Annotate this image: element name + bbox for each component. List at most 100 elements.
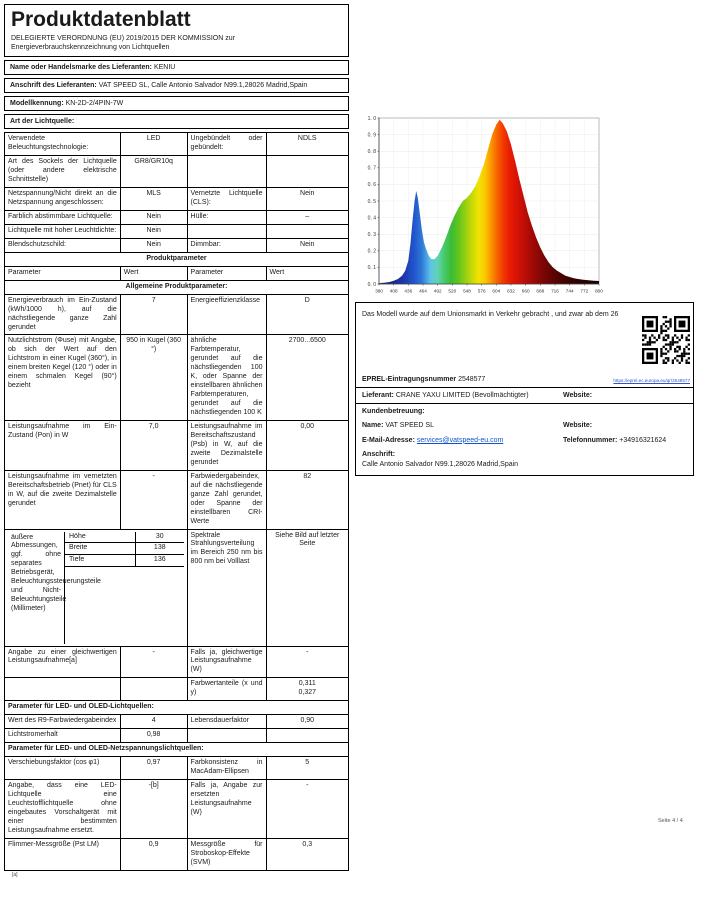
svg-text:408: 408 <box>390 289 398 294</box>
width-label: Breite <box>65 543 136 555</box>
table-row: Verschiebungsfaktor (cos φ1) 0,97 Farbko… <box>4 756 349 780</box>
height-value: 30 <box>155 532 164 540</box>
website-label: Website: <box>563 392 593 400</box>
cell-cap-value: GR8/GR10q <box>119 155 188 189</box>
model-row: Modellkennung: KN-2D-2/4PIN-7W <box>4 96 349 112</box>
cell-empty <box>186 155 267 189</box>
model-label: Modellkennung: <box>10 100 64 108</box>
table-row: Nutzlichtstrom (Φuse) mit Angabe, ob sic… <box>4 334 349 422</box>
cell-cri-label: Farbwiedergabeindex, auf die nächstliege… <box>186 469 267 530</box>
light-source-type-row: Art der Lichtquelle: <box>4 114 349 130</box>
footnote-a: [a] <box>12 871 18 878</box>
cell-cct-label: ähnliche Farbtemperatur, gerundet auf di… <box>186 334 267 422</box>
cell-replacedw-value: - <box>265 779 349 839</box>
svg-text:0. 1: 0. 1 <box>368 265 377 271</box>
cell-replacedw-label: Falls ja, Angabe zur ersetzten Leistungs… <box>186 779 267 839</box>
spectral-distribution-chart: 0. 0 0. 1 0. 2 0. 3 0. 4 0. 5 0. 6 0. 7 0. 8 0. 9… <box>368 116 604 294</box>
cell-flux-label: Nutzlichtstrom (Φuse) mit Angabe, ob sic… <box>4 334 121 422</box>
telefon-label: Telefonnummer: <box>563 436 618 444</box>
light-source-type-label: Art der Lichtquelle: <box>10 118 75 126</box>
cell-svm-value: 0,3 <box>265 837 349 871</box>
dimension-depth-row: Tiefe 136 <box>65 555 184 568</box>
dimension-height-row: Höhe 30 <box>65 531 184 544</box>
svg-text:380: 380 <box>375 289 383 294</box>
cell-cap-label: Art des Sockels der Lichtquelle (oder an… <box>4 155 121 189</box>
svg-text:772: 772 <box>580 289 588 294</box>
section-led-oled: Parameter für LED- und OLED-Lichtquellen… <box>4 700 349 716</box>
email-row: E-Mail-Adresse: services@vatspeed-eu.com… <box>356 433 693 447</box>
svg-text:660: 660 <box>522 289 530 294</box>
supplier-address-value: VAT SPEED SL, Calle Antonio Salvador N99… <box>98 81 308 89</box>
cell-shield-label: Blendschutzschild: <box>4 237 121 253</box>
cell-flux-value: 950 in Kugel (360 °) <box>119 334 188 422</box>
cell-cls-value: Nein <box>265 187 349 211</box>
anschrift-label: Anschrift: <box>362 451 396 459</box>
cell-mains-value: MLS <box>119 187 188 211</box>
cell-pon-label: Leistungsaufnahme im Ein-Zustand (Pon) i… <box>4 420 121 471</box>
cell-psb-label: Leistungsaufnahme im Bereitschaftszustan… <box>186 420 267 471</box>
svg-text:800: 800 <box>595 289 603 294</box>
cell-equivw-label: Falls ja, gleichwertige Leistungsaufnahm… <box>186 645 267 679</box>
lieferant-value: CRANE YAXU LIMITED (Bevollmächtigter) <box>395 392 529 400</box>
cell-chromaticity-label: Farbwertanteile (x und y) <box>186 677 267 702</box>
table-row: Farbwertanteile (x und y) 0,311 0,327 <box>4 677 349 702</box>
cell-beam-value: NDLS <box>265 132 349 157</box>
svg-text:0. 2: 0. 2 <box>368 249 377 255</box>
supplier-address-row: Anschrift des Lieferanten: VAT SPEED SL,… <box>4 77 349 94</box>
svg-text:520: 520 <box>448 289 456 294</box>
col-header-wert-1: Wert <box>119 265 188 281</box>
cell-tech-label: Verwendete Beleuchtungstechnologie: <box>4 132 121 157</box>
col-header-parameter-1: Parameter <box>4 265 121 281</box>
cell-displacement-value: 0,97 <box>119 756 188 780</box>
cell-r9-label: Wert des R9-Farbwiedergabeindex <box>4 714 121 730</box>
col-header-parameter-2: Parameter <box>186 265 267 281</box>
eprel-qr-link[interactable]: https://eprel.ec.europa.eu/qr/2548577 <box>613 378 690 384</box>
eprel-number-value: 2548577 <box>458 376 486 383</box>
email-link[interactable]: services@vatspeed-eu.com <box>416 436 504 444</box>
cell-spectral-label: Spektrale Strahlungsverteilung im Bereic… <box>186 528 267 647</box>
section-header-row: Allgemeine Produktparameter: <box>4 279 349 295</box>
dimensions-row: äußere Abmessungen, ggf. ohne separates … <box>4 528 349 647</box>
eprel-number-row: EPREL-Eintragungsnummer 2548577 https://… <box>356 374 693 389</box>
table-row: Lichtquelle mit hoher Leuchtdichte: Nein <box>4 223 349 239</box>
cell-cls-label: Vernetzte Lichtquelle (CLS): <box>186 187 267 211</box>
table-row: Art des Sockels der Lichtquelle (oder an… <box>4 155 349 189</box>
cell-equiv-label: Angabe zu einer gleichwertigen Leistungs… <box>4 645 121 679</box>
cell-macadam-value: 5 <box>265 756 349 780</box>
supplier-name-value: KENIU <box>153 63 176 71</box>
svg-text:744: 744 <box>566 289 574 294</box>
chromaticity-y: 0,327 <box>298 689 317 697</box>
svg-text:0. 9: 0. 9 <box>368 132 377 138</box>
cell-envelope-label: Hülle: <box>186 209 267 225</box>
lieferant-row: Lieferant: CRANE YAXU LIMITED (Bevollmäc… <box>356 388 693 404</box>
cell-empty <box>265 155 349 189</box>
cell-energy-value: 7 <box>119 293 188 336</box>
cell-equivw-value: - <box>265 645 349 679</box>
eprel-number-group: EPREL-Eintragungsnummer 2548577 <box>362 375 485 384</box>
cell-dimensions: äußere Abmessungen, ggf. ohne separates … <box>4 528 188 647</box>
model-value: KN-2D-2/4PIN-7W <box>65 100 124 108</box>
datasheet: Produktdatenblatt DELEGIERTE VERORDNUNG … <box>4 4 349 878</box>
regulation-line-1: DELEGIERTE VERORDNUNG (EU) 2019/2015 DER… <box>11 35 235 42</box>
svg-text:0. 3: 0. 3 <box>368 232 377 238</box>
column-header-row: Parameter Wert Parameter Wert <box>4 265 349 281</box>
contact-name-row: Name: VAT SPEED SL Website: <box>356 418 693 432</box>
cell-flicker-label: Flimmer-Messgröße (Pst LM) <box>4 837 121 871</box>
cell-replacement-value: -[b] <box>119 779 188 839</box>
svg-text:436: 436 <box>404 289 412 294</box>
eprel-number-label: EPREL-Eintragungsnummer <box>362 376 457 383</box>
svg-text:604: 604 <box>492 289 500 294</box>
cell-lifetime-value: 0,90 <box>265 714 349 730</box>
height-label: Höhe <box>65 531 136 543</box>
cell-energy-label: Energieverbrauch im Ein-Zustand (kWh/100… <box>4 293 121 336</box>
kundenbetreuung-label: Kundenbetreuung: <box>362 407 425 415</box>
table-row: Leistungsaufnahme im Ein-Zustand (Pon) i… <box>4 420 349 471</box>
table-row: Angabe, dass eine LED-Lichtquelle eine L… <box>4 779 349 839</box>
cell-svm-label: Messgröße für Stroboskop-Effekte (SVM) <box>186 837 267 871</box>
svg-text:0. 7: 0. 7 <box>368 166 377 172</box>
svg-text:0. 4: 0. 4 <box>368 215 377 221</box>
cell-flicker-value: 0,9 <box>119 837 188 871</box>
market-placement-text: Das Modell wurde auf dem Unionsmarkt in … <box>362 311 619 318</box>
svg-text:576: 576 <box>478 289 486 294</box>
